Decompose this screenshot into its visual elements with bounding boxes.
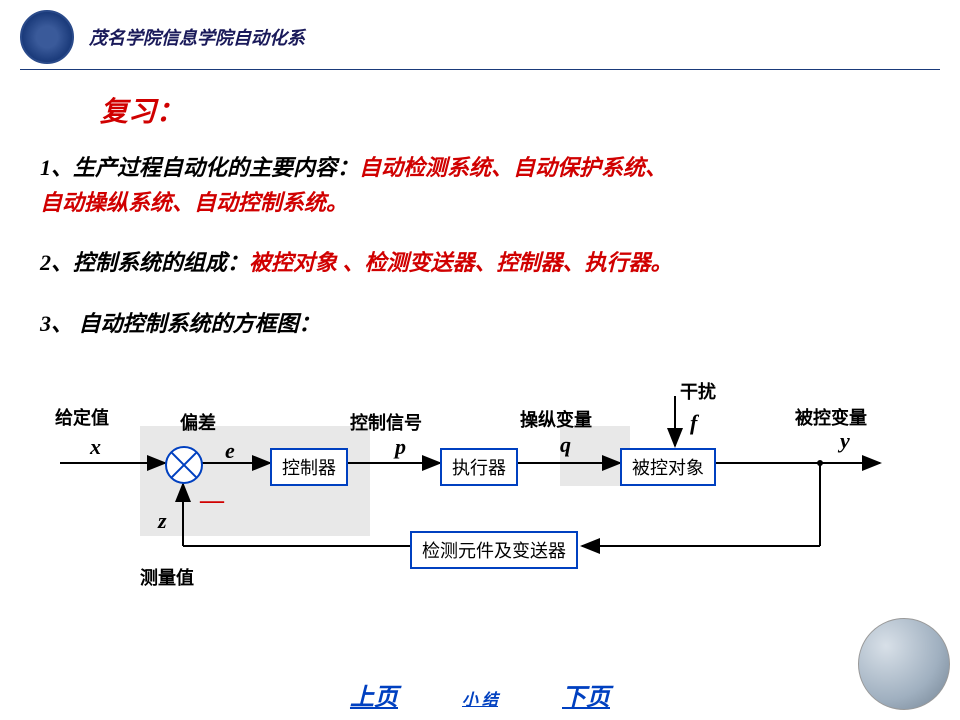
nav-next[interactable]: 下页 [562,685,610,711]
block-actuator: 执行器 [440,448,518,486]
summing-junction [165,446,203,484]
item-3: 3、 自动控制系统的方框图： [40,306,920,341]
block-plant: 被控对象 [620,448,716,486]
var-q: q [560,432,571,458]
item2-answer: 被控对象 、检测变送器、控制器、执行器。 [249,250,673,275]
label-disturbance: 干扰 [680,378,716,404]
item1-answer1: 自动检测系统、自动保护系统、 [359,155,667,180]
block-sensor: 检测元件及变送器 [410,531,578,569]
nav-prev[interactable]: 上页 [350,685,398,711]
var-z: z [158,508,167,534]
globe-icon [858,618,950,710]
var-p: p [395,434,406,460]
nav-bar: 上页 小 结 下页 [0,677,960,712]
review-title: 复习： [100,90,920,130]
header-institution: 茂名学院信息学院自动化系 [89,24,305,50]
minus-sign: — [200,488,224,515]
var-x: x [90,434,101,460]
label-controlled: 被控变量 [795,404,867,430]
item2-prefix: 2、控制系统的组成： [40,250,249,275]
var-f: f [690,410,697,436]
label-control-signal: 控制信号 [350,409,422,435]
var-e: e [225,438,235,464]
var-y: y [840,428,850,454]
university-logo [20,10,74,64]
item1-prefix: 1、生产过程自动化的主要内容： [40,155,359,180]
label-error: 偏差 [180,409,216,435]
block-controller: 控制器 [270,448,348,486]
item1-answer2: 自动操纵系统、自动控制系统。 [40,190,348,215]
block-diagram: 控制器 执行器 被控对象 检测元件及变送器 给定值 偏差 控制信号 操纵变量 干… [40,366,920,616]
nav-summary[interactable]: 小 结 [462,692,498,709]
item-1: 1、生产过程自动化的主要内容：自动检测系统、自动保护系统、 自动操纵系统、自动控… [40,150,920,220]
item-2: 2、控制系统的组成：被控对象 、检测变送器、控制器、执行器。 [40,245,920,280]
label-manipulated: 操纵变量 [520,406,592,432]
label-setpoint: 给定值 [55,404,109,430]
label-measurement: 测量值 [140,564,194,590]
